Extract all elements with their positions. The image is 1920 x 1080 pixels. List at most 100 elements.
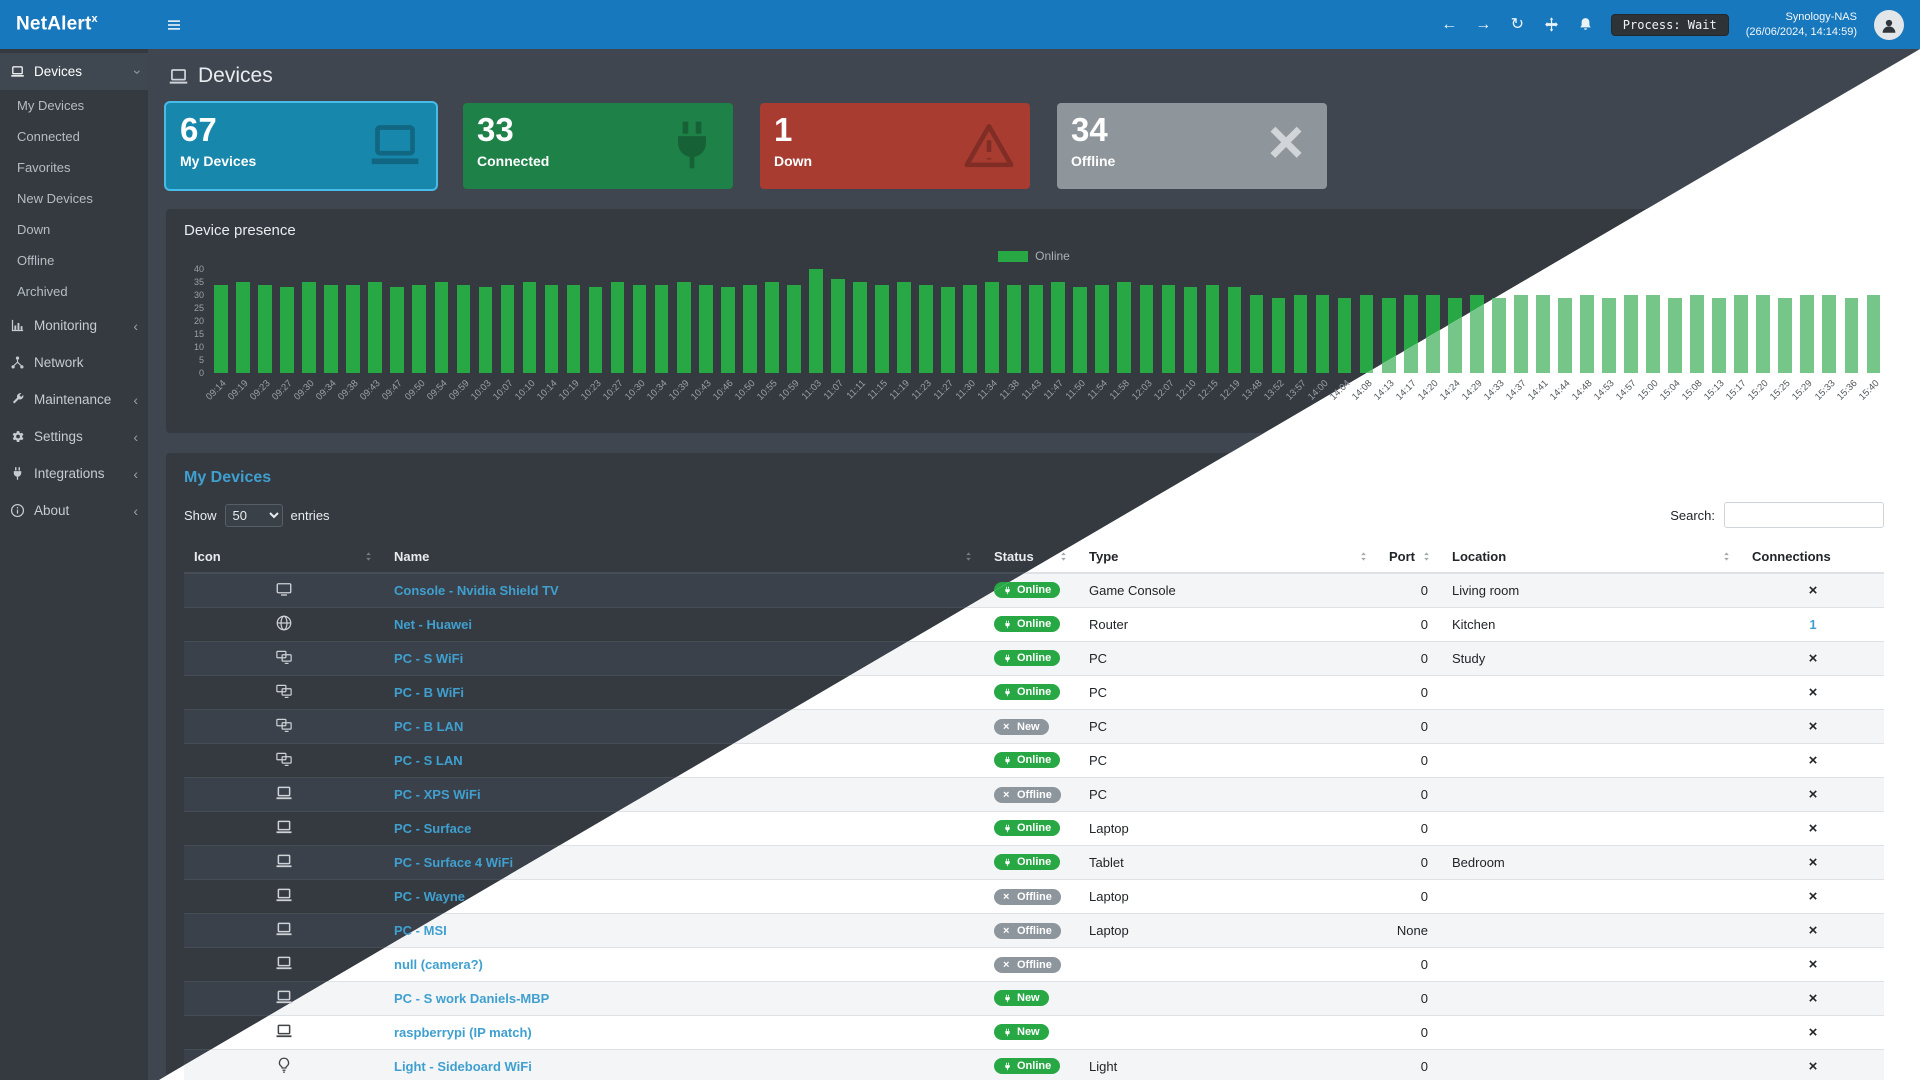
connections-link[interactable]: 1 — [1809, 617, 1817, 632]
column-header-port[interactable]: Port — [1379, 541, 1442, 574]
column-header-type[interactable]: Type — [1079, 541, 1379, 574]
chart-x-tick-label: 10:03 — [468, 378, 494, 403]
device-name-link[interactable]: PC - Surface — [394, 821, 472, 836]
sidebar-subitem-connected[interactable]: Connected — [17, 129, 80, 144]
sidebar-link-devices[interactable]: Devices ‹ — [0, 53, 148, 90]
sidebar-link-about[interactable]: About ‹ — [0, 492, 148, 529]
card-label: Connected — [477, 153, 550, 170]
column-header-name[interactable]: Name — [384, 541, 984, 574]
sidebar-link-monitoring[interactable]: Monitoring ‹ — [0, 307, 148, 344]
search-input[interactable] — [1724, 502, 1884, 528]
chart-legend: Online — [184, 249, 1884, 263]
column-header-icon[interactable]: Icon — [184, 541, 384, 574]
summary-card-connected[interactable]: 33 Connected — [463, 103, 733, 189]
chevron-left-icon: ‹ — [133, 317, 138, 334]
top-navbar: NetAlertx ← → ↻ Process: Wait Synology-N… — [0, 0, 1920, 49]
device-status-cell: Online — [984, 641, 1079, 676]
device-status-cell: × New — [984, 709, 1079, 744]
refresh-icon[interactable]: ↻ — [1510, 16, 1524, 33]
summary-card-offline[interactable]: 34 Offline × — [1057, 103, 1327, 189]
sidebar-subitem-archived[interactable]: Archived — [17, 284, 68, 299]
device-name-link[interactable]: Console - Nvidia Shield TV — [394, 583, 559, 598]
device-name-link[interactable]: PC - XPS WiFi — [394, 787, 481, 802]
sort-icon — [1721, 550, 1732, 563]
device-name-link[interactable]: PC - Surface 4 WiFi — [394, 855, 514, 870]
sidebar-subitem-new-devices[interactable]: New Devices — [17, 191, 93, 206]
sidebar-link-settings[interactable]: Settings ‹ — [0, 418, 148, 455]
device-name-link[interactable]: PC - B WiFi — [394, 685, 464, 700]
device-name-link[interactable]: null (camera?) — [394, 957, 483, 972]
y-axis-tick-label: 15 — [193, 329, 204, 339]
chevron-left-icon: ‹ — [133, 502, 138, 519]
device-name-link[interactable]: PC - S WiFi — [394, 651, 464, 666]
chart-bar — [236, 282, 250, 373]
laptop-icon — [275, 886, 293, 904]
chart-bar-column: 10:19 — [557, 269, 585, 403]
desktop-icon — [275, 648, 293, 666]
entries-select[interactable]: 50 — [224, 503, 283, 527]
table-row: null (camera?) × Offline 0 × — [184, 947, 1884, 982]
column-header-connections[interactable]: Connections — [1742, 541, 1884, 574]
device-name-link[interactable]: raspberrypi (IP match) — [394, 1025, 532, 1040]
device-connections-cell: × — [1742, 573, 1884, 608]
device-name-link[interactable]: PC - Wayne — [394, 889, 466, 904]
summary-card-my-devices[interactable]: 67 My Devices — [166, 103, 436, 189]
hamburger-menu-icon[interactable] — [166, 17, 182, 33]
chart-bar — [1007, 284, 1021, 373]
chart-bar — [1558, 297, 1572, 373]
device-name-link[interactable]: Light - Sideboard WiFi — [394, 1059, 532, 1074]
fullscreen-move-icon[interactable] — [1543, 16, 1560, 33]
device-name-link[interactable]: PC - S LAN — [394, 753, 463, 768]
chart-x-tick-label: 09:38 — [336, 378, 361, 403]
device-port-cell: 0 — [1379, 811, 1442, 846]
sidebar-subitem-down[interactable]: Down — [17, 222, 51, 237]
chart-bar-column: 15:33 — [1812, 269, 1840, 403]
device-connections-cell: × — [1742, 913, 1884, 948]
device-status-cell: Online — [984, 675, 1079, 710]
laptop-icon — [275, 920, 293, 938]
device-type-cell: PC — [1079, 675, 1379, 710]
notifications-bell-icon[interactable] — [1577, 16, 1594, 33]
device-port-cell: 0 — [1379, 1015, 1442, 1050]
nav-back-icon[interactable]: ← — [1441, 16, 1458, 33]
chart-x-tick-label: 11:43 — [1019, 378, 1044, 403]
nav-forward-icon[interactable]: → — [1475, 16, 1492, 33]
device-status-cell: × Offline — [984, 777, 1079, 812]
column-header-label: Icon — [194, 549, 221, 564]
chart-x-tick-label: 10:39 — [666, 378, 692, 403]
user-avatar[interactable] — [1874, 9, 1904, 40]
summary-card-down[interactable]: 1 Down — [760, 103, 1030, 189]
no-connections-icon: × — [1808, 888, 1818, 905]
device-status-cell: × Offline — [984, 913, 1079, 948]
sidebar-link-network[interactable]: Network — [0, 344, 148, 381]
chart-x-tick-label: 10:23 — [578, 378, 604, 403]
column-header-label: Port — [1389, 549, 1415, 564]
column-header-location[interactable]: Location — [1442, 541, 1742, 574]
app-logo[interactable]: NetAlertx — [0, 13, 148, 35]
status-badge-label: Online — [1017, 754, 1052, 767]
chart-bar-column: 11:07 — [822, 269, 849, 402]
chart-x-tick-label: 10:07 — [490, 378, 516, 403]
navbar-actions: ← → ↻ Process: Wait Synology-NAS (26/06/… — [1441, 9, 1920, 40]
chart-bar-column: 14:33 — [1482, 269, 1510, 403]
device-name-link[interactable]: PC - B LAN — [394, 719, 464, 734]
sidebar-subitem-offline[interactable]: Offline — [17, 253, 55, 268]
device-name-link[interactable]: PC - S work Daniels-MBP — [394, 991, 550, 1006]
device-icon-cell — [184, 811, 384, 846]
laptop-icon — [367, 117, 423, 173]
chart-x-tick-label: 12:19 — [1217, 378, 1243, 403]
sidebar-subitem-favorites[interactable]: Favorites — [17, 160, 71, 175]
sidebar-link-integrations[interactable]: Integrations ‹ — [0, 455, 148, 492]
device-name-link[interactable]: Net - Huawei — [394, 617, 473, 632]
status-badge: New — [994, 990, 1049, 1007]
sidebar-subitem-my-devices[interactable]: My Devices — [17, 98, 85, 113]
chart-bar-column: 09:50 — [402, 269, 430, 403]
sidebar-link-maintenance[interactable]: Maintenance ‹ — [0, 381, 148, 418]
chart-bar — [1205, 284, 1220, 373]
y-axis-tick-label: 25 — [193, 303, 204, 313]
device-type-cell: Tablet — [1079, 845, 1379, 880]
chart-bar-column: 11:27 — [932, 269, 959, 402]
bulb-icon — [275, 1056, 293, 1074]
chart-bar — [698, 284, 713, 373]
